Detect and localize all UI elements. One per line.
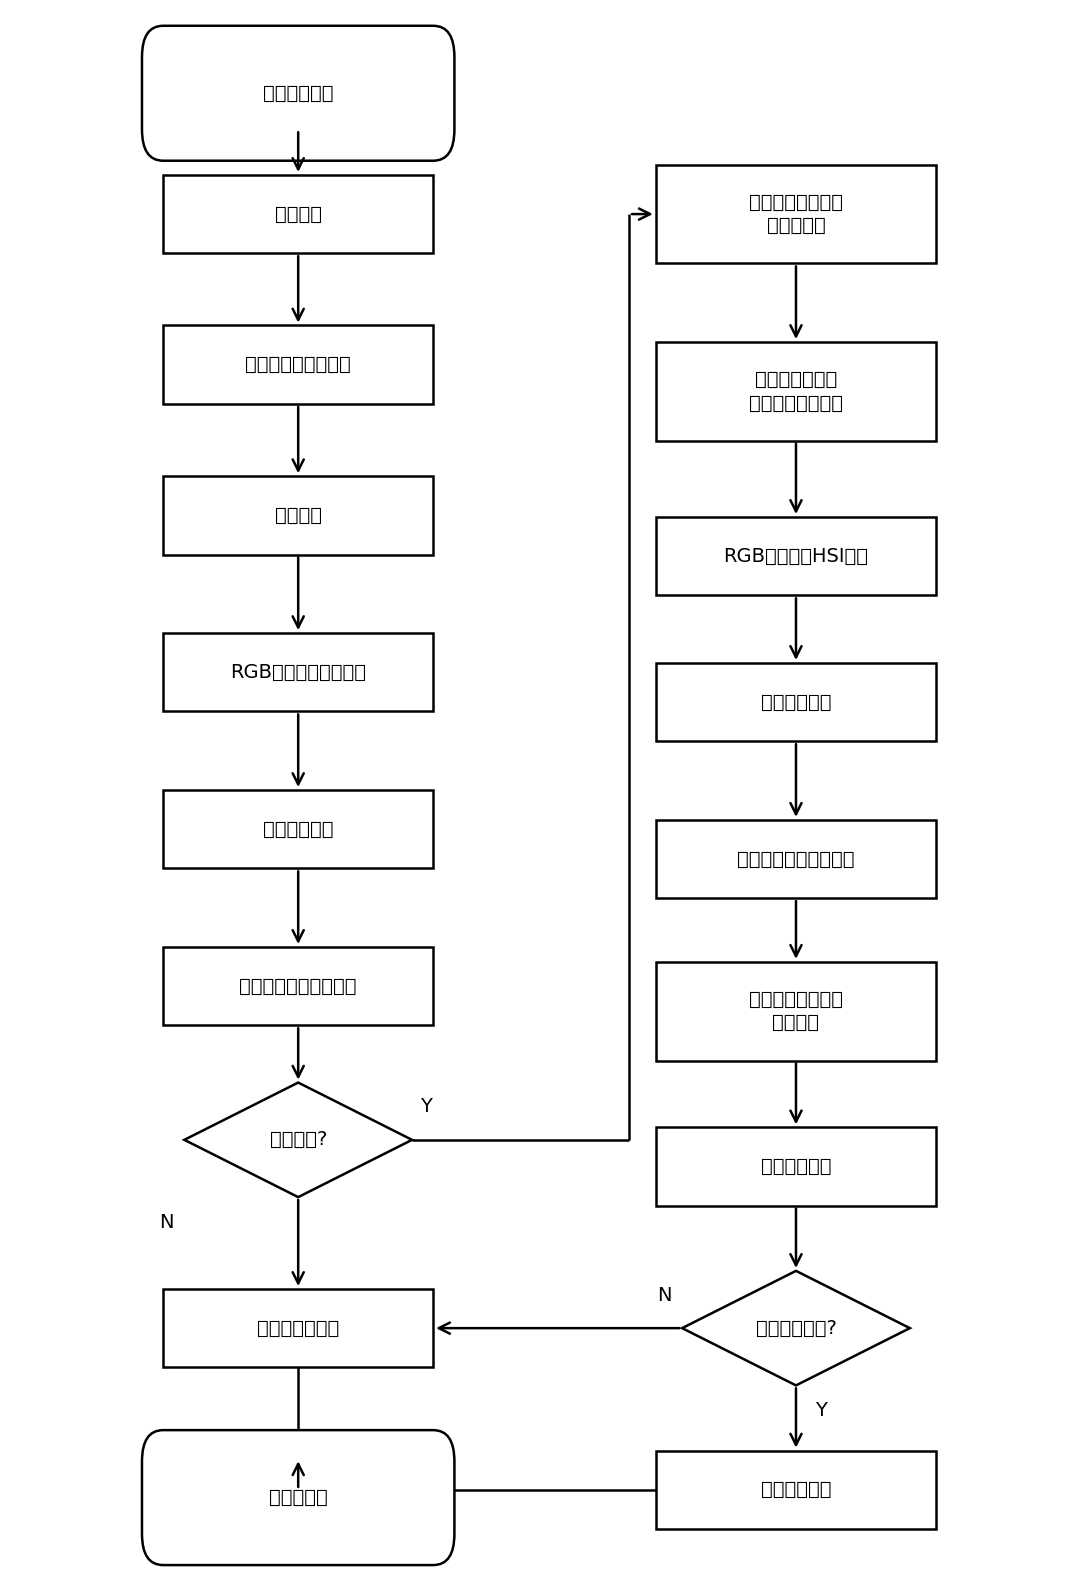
Text: 滤波处理: 滤波处理 bbox=[275, 507, 322, 526]
FancyBboxPatch shape bbox=[656, 1450, 937, 1529]
Text: RGB空间转为灰度空间: RGB空间转为灰度空间 bbox=[231, 663, 366, 682]
Text: N: N bbox=[657, 1285, 672, 1304]
Text: 产品为不合格品: 产品为不合格品 bbox=[258, 1319, 339, 1338]
Text: 返回主程序: 返回主程序 bbox=[269, 1488, 327, 1507]
FancyBboxPatch shape bbox=[163, 1289, 433, 1368]
Text: Y: Y bbox=[421, 1097, 432, 1116]
FancyBboxPatch shape bbox=[163, 476, 433, 554]
Text: N: N bbox=[159, 1213, 174, 1232]
Text: RGB空间转为HSI空间: RGB空间转为HSI空间 bbox=[723, 546, 868, 565]
Text: 提取线束轮廓: 提取线束轮廓 bbox=[263, 820, 334, 839]
Text: 在公差范围内?: 在公差范围内? bbox=[755, 1319, 837, 1338]
FancyBboxPatch shape bbox=[656, 1127, 937, 1206]
Polygon shape bbox=[682, 1271, 910, 1385]
Text: Y: Y bbox=[815, 1401, 827, 1420]
Text: 图像畸变校正与标定: 图像畸变校正与标定 bbox=[246, 355, 351, 374]
FancyBboxPatch shape bbox=[163, 174, 433, 253]
Text: 拟合线束轮廓外接矩形: 拟合线束轮廓外接矩形 bbox=[239, 977, 357, 996]
FancyBboxPatch shape bbox=[656, 342, 937, 440]
Polygon shape bbox=[185, 1083, 412, 1197]
FancyBboxPatch shape bbox=[142, 1429, 455, 1566]
Text: 确定分割阈值: 确定分割阈值 bbox=[761, 692, 832, 712]
FancyBboxPatch shape bbox=[163, 790, 433, 869]
Text: 获取成功?: 获取成功? bbox=[269, 1130, 327, 1149]
Text: 拟合芯线区域最小
外接矩形: 拟合芯线区域最小 外接矩形 bbox=[749, 989, 843, 1032]
FancyBboxPatch shape bbox=[163, 633, 433, 711]
FancyBboxPatch shape bbox=[163, 947, 433, 1026]
FancyBboxPatch shape bbox=[656, 820, 937, 898]
FancyBboxPatch shape bbox=[656, 518, 937, 595]
FancyBboxPatch shape bbox=[656, 165, 937, 263]
Text: 测量芯线尺寸: 测量芯线尺寸 bbox=[761, 1157, 832, 1176]
Text: 图像处理入口: 图像处理入口 bbox=[263, 84, 334, 103]
Text: 计算矩形中心坐标
和偏移角度: 计算矩形中心坐标 和偏移角度 bbox=[749, 193, 843, 236]
FancyBboxPatch shape bbox=[656, 962, 937, 1061]
Text: 产品为合格品: 产品为合格品 bbox=[761, 1480, 832, 1499]
FancyBboxPatch shape bbox=[163, 326, 433, 404]
Text: 芯线区域分割和二值化: 芯线区域分割和二值化 bbox=[737, 850, 855, 869]
FancyBboxPatch shape bbox=[656, 663, 937, 741]
Text: 建立检测坐标系
完成图像空间变换: 建立检测坐标系 完成图像空间变换 bbox=[749, 370, 843, 413]
Text: 采集图像: 采集图像 bbox=[275, 204, 322, 223]
FancyBboxPatch shape bbox=[142, 25, 455, 161]
